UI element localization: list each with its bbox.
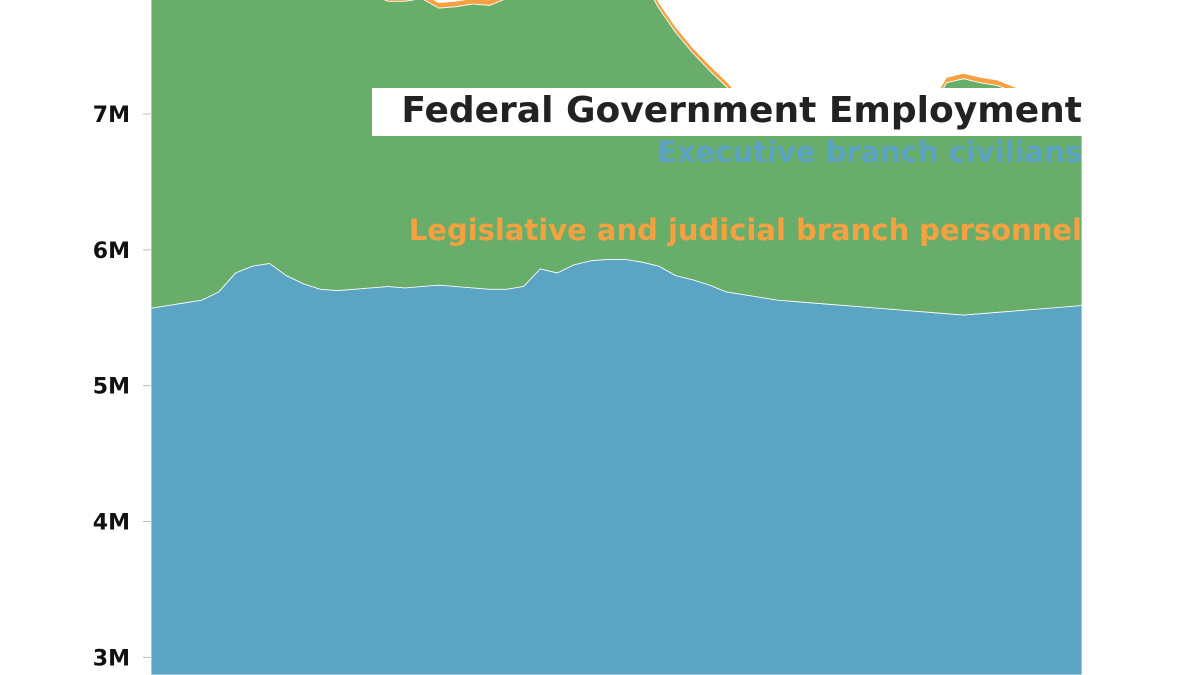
y-tick-label: 6M <box>93 239 130 264</box>
area <box>150 258 1083 675</box>
y-tick-label: 4M <box>93 511 130 536</box>
title-background <box>372 88 1092 136</box>
y-tick-label: 7M <box>93 103 130 128</box>
chart-title: Federal Government Employment <box>401 90 1082 131</box>
legend-label: Legislative and judicial branch personne… <box>409 213 1082 247</box>
y-tick-label: 3M <box>93 646 130 671</box>
plot-area <box>150 0 1083 675</box>
legend-label: Executive branch civilians <box>657 135 1082 169</box>
legend-label: Uniformed military personnel <box>601 174 1082 208</box>
labels: Federal Government Employment 3M 4M 5M 6M 7M… <box>93 88 1092 671</box>
y-tick-label: 5M <box>93 375 130 400</box>
